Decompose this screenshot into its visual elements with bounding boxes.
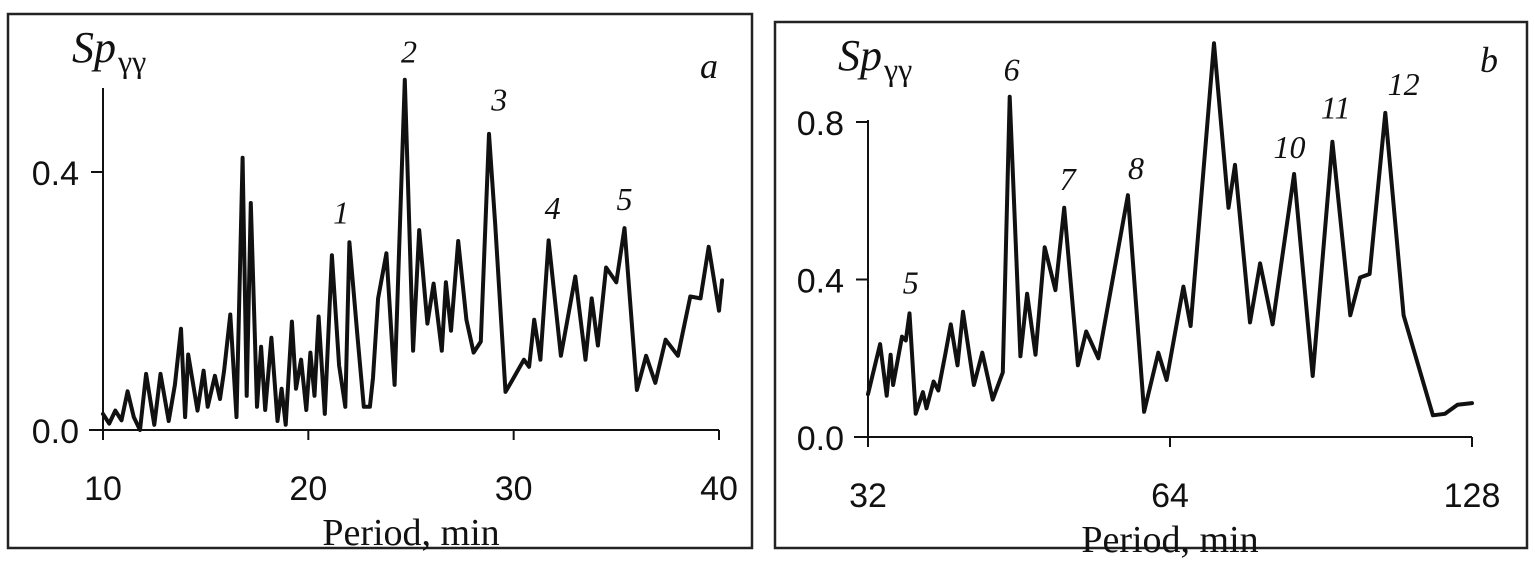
- peak-label: 10: [1274, 129, 1306, 165]
- y-tick-label: 0.0: [32, 413, 79, 451]
- panel-a: 0.0 0.4 10 20 30 40 1 2 3 4 5 a Spγγ Period, min: [6, 12, 754, 554]
- y-axis-label: Spγγ: [72, 23, 146, 79]
- peak-label: 8: [1128, 150, 1144, 186]
- panel-b: 0.0 0.4 0.8 32 64 128 5 6 7 8 10 11 12 b Spγγ Period, m…: [773, 20, 1529, 561]
- panel-frame: [773, 20, 1529, 550]
- peak-label: 1: [333, 195, 349, 231]
- series-line: [101, 77, 725, 432]
- x-tick-label: 10: [84, 470, 122, 508]
- y-tick-label: 0.0: [797, 420, 844, 458]
- y-tick-label: 0.8: [797, 105, 844, 143]
- series-line: [866, 41, 1474, 418]
- panel-frame: [6, 12, 754, 550]
- peak-label: 11: [1321, 89, 1351, 125]
- x-tick-label: 20: [289, 470, 327, 508]
- y-axis-label: Spγγ: [838, 31, 912, 87]
- panel-label: a: [700, 46, 718, 86]
- x-tick-label: 64: [1151, 477, 1189, 515]
- x-axis-label: Period, min: [322, 512, 499, 554]
- peak-label: 5: [617, 181, 633, 217]
- peak-label: 7: [1060, 161, 1078, 197]
- y-axis-label-main: Sp: [72, 23, 116, 72]
- x-tick-label: 32: [849, 477, 887, 515]
- panel-label: b: [1480, 40, 1498, 80]
- x-tick-label: 30: [495, 470, 533, 508]
- x-tick-label: 40: [700, 470, 738, 508]
- x-tick-label: 128: [1444, 477, 1501, 515]
- y-tick-label: 0.4: [32, 155, 79, 193]
- peak-label: 12: [1388, 66, 1420, 102]
- y-axis-label-subscript: γγ: [117, 43, 146, 79]
- x-axis-label: Period, min: [1081, 519, 1258, 561]
- peak-label: 6: [1004, 52, 1020, 88]
- peak-label: 5: [903, 265, 919, 301]
- peak-label: 3: [490, 82, 507, 118]
- peak-label: 4: [545, 190, 561, 226]
- peak-label: 2: [401, 33, 417, 69]
- y-axis-label-subscript: γγ: [883, 51, 912, 87]
- y-axis-label-main: Sp: [838, 31, 882, 80]
- y-tick-label: 0.4: [797, 263, 844, 301]
